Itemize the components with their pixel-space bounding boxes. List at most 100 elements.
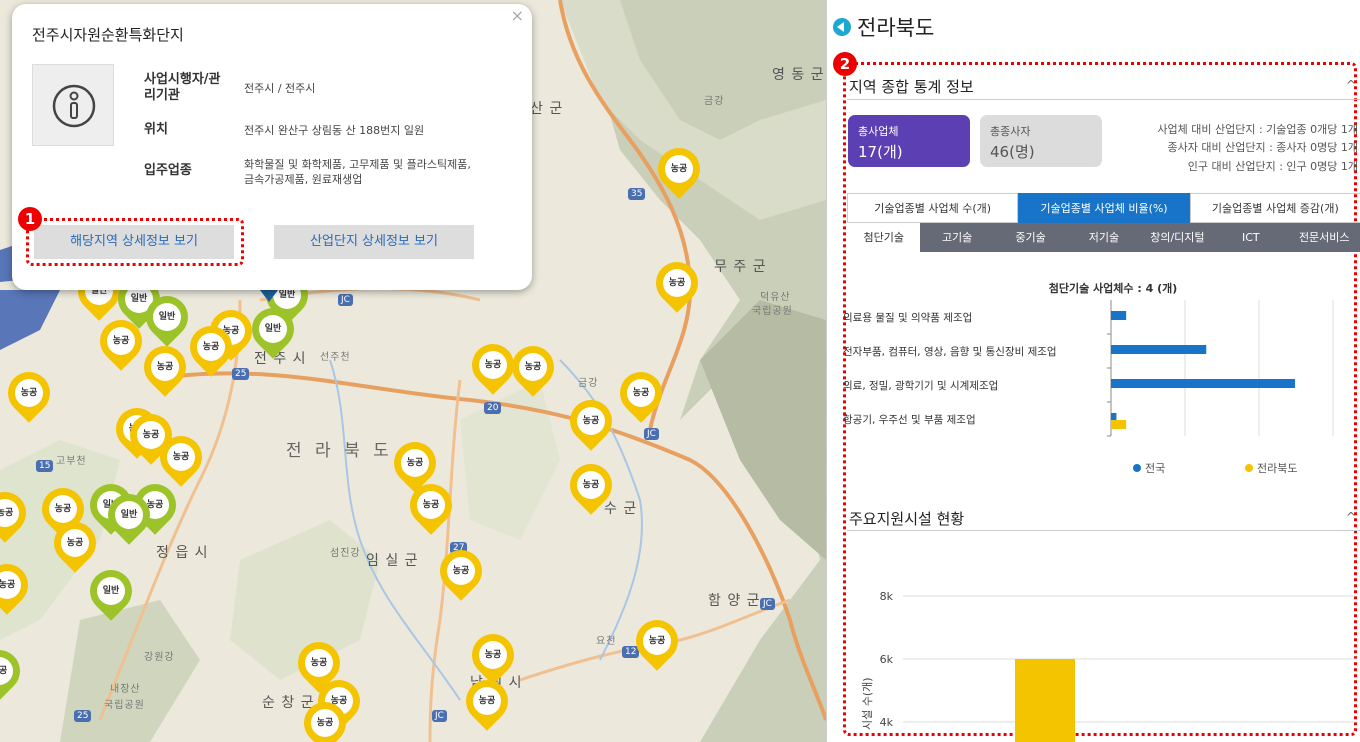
row-label-operator: 사업시행자/관리기관 — [144, 72, 221, 103]
complex-detail-button[interactable]: 산업단지 상세정보 보기 — [274, 225, 474, 259]
map-pin[interactable]: 농공 — [649, 139, 709, 200]
map-pin[interactable]: 농공 — [121, 405, 181, 466]
road-marker: JC — [338, 294, 353, 306]
map-pin[interactable]: 농공 — [289, 633, 349, 694]
map-label: 전 라 북 도 — [286, 441, 393, 461]
chart-title: 첨단기술 사업체수 : 4 (개) — [1049, 281, 1178, 295]
map-label: 금강 — [704, 96, 725, 107]
step-badge-2: 2 — [833, 52, 857, 76]
map-pin-label: 농공 — [0, 657, 13, 685]
collapse-stats-icon[interactable]: ^ — [1345, 78, 1356, 92]
map-label: 영 동 군 — [772, 67, 825, 83]
tab-tabs2-4[interactable]: 창의/디지털 — [1150, 231, 1205, 244]
map-label: 무 주 군 — [714, 259, 767, 275]
info-icon — [52, 84, 96, 128]
divider — [847, 530, 1360, 531]
map-pin[interactable]: 농공 — [385, 433, 445, 494]
map-label: 고부천 — [56, 456, 87, 467]
map-label: 강원강 — [144, 652, 175, 663]
popup-title: 전주시자원순환특화단지 — [32, 26, 184, 44]
stats-section-title: 지역 종합 통계 정보 — [849, 78, 974, 96]
map-pin[interactable]: 농공 — [611, 363, 671, 424]
map-pin-label: 농공 — [577, 407, 605, 435]
info-popup: 전주시자원순환특화단지 × 사업시행자/관리기관 전주시 / 전주시 위치 전주… — [12, 4, 532, 290]
map-pin-label: 일반 — [153, 303, 181, 331]
back-arrow-icon[interactable] — [833, 18, 851, 36]
map-pin[interactable]: 농공 — [627, 611, 687, 672]
map-pin[interactable]: 농공 — [463, 335, 523, 396]
map-pin[interactable]: 농공 — [45, 513, 105, 574]
region-detail-button[interactable]: 해당지역 상세정보 보기 — [34, 225, 234, 259]
map-pin[interactable]: 농공 — [0, 641, 29, 702]
map-pin[interactable]: 농공 — [561, 391, 621, 452]
map-label: 국립공원 — [752, 306, 793, 317]
road-marker: 25 — [74, 710, 92, 722]
map-pin[interactable]: 농공 — [0, 555, 37, 616]
region-panel: 전라북도 2 지역 종합 통계 정보 ^ 총사업체 17(개) 총종사자 46(… — [826, 0, 1360, 742]
map-pin-label: 농공 — [473, 687, 501, 715]
map-pin[interactable]: 농공 — [151, 427, 211, 488]
map-pin[interactable]: 농공 — [135, 337, 195, 398]
map-label: 수 군 — [604, 501, 638, 517]
tab-tabs2-6[interactable]: 전문서비스 — [1298, 231, 1350, 244]
map-label: 산 군 — [530, 101, 564, 117]
map-pin-label: 농공 — [137, 421, 165, 449]
map-pin[interactable]: 농공 — [561, 455, 621, 516]
tab-tabs1-1[interactable]: 기술업종별 사업체 비율(%) — [1018, 193, 1190, 223]
map-pin[interactable]: 농공 — [0, 483, 35, 544]
map-pin-label: 농공 — [643, 627, 671, 655]
road-marker: 20 — [484, 402, 502, 414]
map-label: 선주천 — [320, 352, 351, 363]
map-pin-label: 일반 — [97, 577, 125, 605]
map-pin-label: 농공 — [61, 529, 89, 557]
map-pin[interactable]: 일반 — [137, 287, 197, 348]
bar-0-0 — [1111, 311, 1127, 320]
map-pin[interactable]: 농공 — [647, 253, 707, 314]
tab-tabs2-0[interactable]: 첨단기술 — [847, 223, 921, 252]
map-pin-label: 농공 — [479, 351, 507, 379]
bar-0-2 — [1111, 379, 1296, 388]
map-pin[interactable]: 농공 — [401, 475, 461, 536]
card-label: 총종사자 — [990, 125, 1031, 138]
info-icon-box — [32, 64, 114, 146]
map-label: 순 창 군 — [262, 695, 315, 711]
map-pin[interactable]: 농공 — [457, 671, 517, 732]
map-pin-label: 농공 — [577, 471, 605, 499]
tab-tabs2-3[interactable]: 저기술 — [1088, 231, 1120, 244]
map-pin-label: 농공 — [0, 571, 21, 599]
map-pin[interactable]: 농공 — [295, 693, 355, 742]
map-pin-label: 농공 — [15, 379, 43, 407]
collapse-facilities-icon[interactable]: ^ — [1345, 510, 1356, 524]
tab-tabs1-0[interactable]: 기술업종별 사업체 수(개) — [847, 193, 1019, 223]
tab-tabs2-1[interactable]: 고기술 — [941, 231, 973, 244]
stat-worker-ratio: 종사자 대비 산업단지 : 종사자 0명당 1개 — [1167, 141, 1358, 154]
divider — [847, 99, 1360, 100]
map-pin[interactable]: 농공 — [33, 479, 93, 540]
map-pin[interactable]: 농공 — [503, 337, 563, 398]
map-pin-label: 농공 — [663, 269, 691, 297]
road-marker: 15 — [36, 460, 54, 472]
map-pin-label: 농공 — [417, 491, 445, 519]
map-pin[interactable]: 일반 — [81, 561, 141, 622]
metric-tabs: 기술업종별 사업체 수(개) 기술업종별 사업체 비율(%) 기술업종별 사업체 증… — [847, 193, 1360, 223]
tab-tabs2-5[interactable]: ICT — [1241, 231, 1260, 244]
map-pin[interactable]: 농공 — [181, 317, 241, 378]
tab-tabs1-2[interactable]: 기술업종별 사업체 증감(개) — [1189, 193, 1360, 223]
card-total-workers[interactable]: 총종사자 46(명) — [980, 115, 1102, 167]
map-pin[interactable]: 일반 — [243, 299, 303, 360]
map-pin[interactable]: 농공 — [91, 311, 151, 372]
close-icon[interactable]: × — [510, 6, 524, 25]
map-pin[interactable]: 농공 — [463, 625, 523, 686]
map-pin[interactable]: 농공 — [431, 541, 491, 602]
map-background — [0, 0, 826, 742]
map-pin-label: 농공 — [305, 649, 333, 677]
map-pin[interactable]: 일반 — [99, 485, 159, 546]
card-total-business[interactable]: 총사업체 17(개) — [848, 115, 970, 167]
map-pin-label: 일반 — [259, 315, 287, 343]
card-value: 17(개) — [858, 143, 903, 161]
tab-tabs2-2[interactable]: 중기술 — [1015, 231, 1046, 244]
map-pin[interactable]: 농공 — [0, 363, 59, 424]
map-pin-label: 농공 — [49, 495, 77, 523]
